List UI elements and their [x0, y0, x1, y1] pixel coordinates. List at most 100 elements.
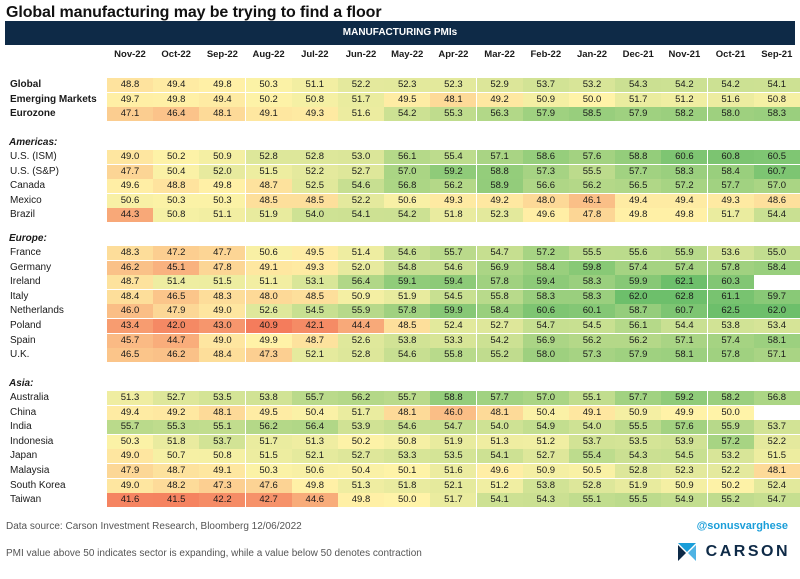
pmi-cell: 58.3 — [522, 289, 569, 304]
pmi-cell: 57.8 — [384, 304, 431, 319]
row-label: Canada — [10, 180, 46, 192]
pmi-cell: 53.9 — [338, 420, 384, 435]
pmi-cell: 48.4 — [199, 348, 246, 363]
pmi-cell: 50.8 — [199, 449, 246, 464]
pmi-cell: 52.7 — [338, 164, 384, 179]
pmi-cell: 53.5 — [615, 434, 662, 449]
pmi-cell: 58.7 — [615, 304, 662, 319]
pmi-cell: 47.7 — [199, 246, 246, 260]
pmi-cell: 55.9 — [707, 420, 754, 435]
pmi-cell: 46.1 — [569, 193, 615, 208]
pmi-cell: 50.6 — [384, 193, 431, 208]
pmi-cell: 49.4 — [107, 405, 153, 420]
row-label: U.S. (S&P) — [10, 165, 59, 177]
table-banner: MANUFACTURING PMIs — [5, 21, 795, 45]
pmi-cell: 56.1 — [615, 319, 662, 333]
pmi-cell: 53.1 — [291, 275, 338, 290]
pmi-cell: 50.2 — [707, 478, 754, 493]
pmi-cell: 51.4 — [153, 275, 200, 290]
pmi-cell: 49.0 — [107, 478, 153, 493]
pmi-cell: 52.7 — [476, 319, 523, 333]
pmi-cell: 59.1 — [384, 275, 431, 290]
pmi-cell: 51.7 — [707, 208, 754, 223]
pmi-cell: 54.7 — [753, 493, 800, 508]
pmi-cell: 53.5 — [199, 391, 246, 405]
pmi-cell: 52.2 — [338, 193, 384, 208]
pmi-cell: 48.5 — [291, 289, 338, 304]
pmi-cell: 49.7 — [107, 92, 153, 107]
pmi-cell: 57.7 — [615, 164, 662, 179]
pmi-cell: 56.2 — [338, 391, 384, 405]
pmi-cell: 60.8 — [707, 150, 754, 164]
pmi-cell: 51.6 — [430, 464, 477, 478]
pmi-cell: 50.9 — [522, 464, 569, 478]
pmi-cell: 48.5 — [245, 193, 292, 208]
carson-logo-text: CARSON — [705, 543, 790, 560]
pmi-cell: 51.2 — [522, 434, 569, 449]
pmi-cell: 55.2 — [476, 348, 523, 363]
pmi-cell: 56.6 — [522, 179, 569, 194]
pmi-cell: 55.5 — [569, 246, 615, 260]
pmi-cell: 57.3 — [522, 164, 569, 179]
pmi-cell: 55.7 — [291, 391, 338, 405]
pmi-cell: 48.1 — [199, 405, 246, 420]
pmi-cell: 52.2 — [753, 434, 800, 449]
pmi-cell: 54.5 — [661, 449, 708, 464]
pmi-cell: 50.9 — [199, 150, 246, 164]
pmi-cell: 49.8 — [661, 208, 708, 223]
pmi-cell: 54.4 — [661, 319, 708, 333]
pmi-cell: 55.3 — [153, 420, 200, 435]
pmi-cell: 55.5 — [615, 420, 662, 435]
pmi-cell: 57.9 — [615, 348, 662, 363]
pmi-cell: 49.4 — [199, 92, 246, 107]
pmi-cell: 49.0 — [107, 150, 153, 164]
pmi-cell: 49.3 — [707, 193, 754, 208]
row-label: Italy — [10, 290, 29, 302]
pmi-cell: 52.4 — [753, 478, 800, 493]
row-label: Indonesia — [10, 435, 54, 447]
pmi-cell: 48.1 — [384, 405, 431, 420]
pmi-cell: 51.5 — [245, 164, 292, 179]
pmi-cell: 54.5 — [430, 289, 477, 304]
pmi-cell: 50.4 — [522, 405, 569, 420]
pmi-cell: 54.5 — [291, 304, 338, 319]
pmi-cell: 51.7 — [245, 434, 292, 449]
pmi-cell: 57.7 — [615, 391, 662, 405]
pmi-cell: 52.3 — [476, 208, 523, 223]
pmi-cell: 49.3 — [291, 107, 338, 122]
pmi-cell: 57.3 — [569, 348, 615, 363]
pmi-cell: 48.7 — [107, 275, 153, 290]
pmi-cell: 56.1 — [384, 150, 431, 164]
pmi-cell: 58.1 — [661, 348, 708, 363]
pmi-cell: 53.2 — [569, 78, 615, 92]
pmi-cell: 49.9 — [661, 405, 708, 420]
pmi-cell: 52.1 — [291, 348, 338, 363]
pmi-cell: 55.4 — [430, 150, 477, 164]
pmi-cell: 51.9 — [430, 434, 477, 449]
pmi-cell: 59.2 — [430, 164, 477, 179]
pmi-cell: 53.7 — [753, 420, 800, 435]
pmi-cell: 60.7 — [661, 304, 708, 319]
pmi-cell: 42.7 — [245, 493, 292, 508]
pmi-cell: 53.2 — [707, 449, 754, 464]
row-label: Australia — [10, 392, 49, 403]
pmi-cell: 48.0 — [522, 193, 569, 208]
pmi-cell: 51.8 — [153, 434, 200, 449]
pmi-cell: 50.3 — [245, 464, 292, 478]
pmi-cell: 56.8 — [384, 179, 431, 194]
row-label: Eurozone — [10, 108, 56, 120]
pmi-cell: 47.8 — [199, 260, 246, 275]
pmi-cell: 55.8 — [476, 289, 523, 304]
row-label: U.K. — [10, 349, 30, 361]
pmi-cell: 42.1 — [291, 319, 338, 333]
pmi-cell: 50.0 — [707, 405, 754, 420]
pmi-cell: 53.3 — [430, 333, 477, 348]
pmi-cell: 46.2 — [153, 348, 200, 363]
pmi-cell: 46.5 — [107, 348, 153, 363]
pmi-cell: 57.7 — [707, 179, 754, 194]
pmi-cell: 54.2 — [384, 107, 431, 122]
pmi-cell: 59.7 — [753, 289, 800, 304]
row-label: Germany — [10, 261, 52, 273]
pmi-cell: 54.2 — [384, 208, 431, 223]
pmi-cell: 49.8 — [615, 208, 662, 223]
